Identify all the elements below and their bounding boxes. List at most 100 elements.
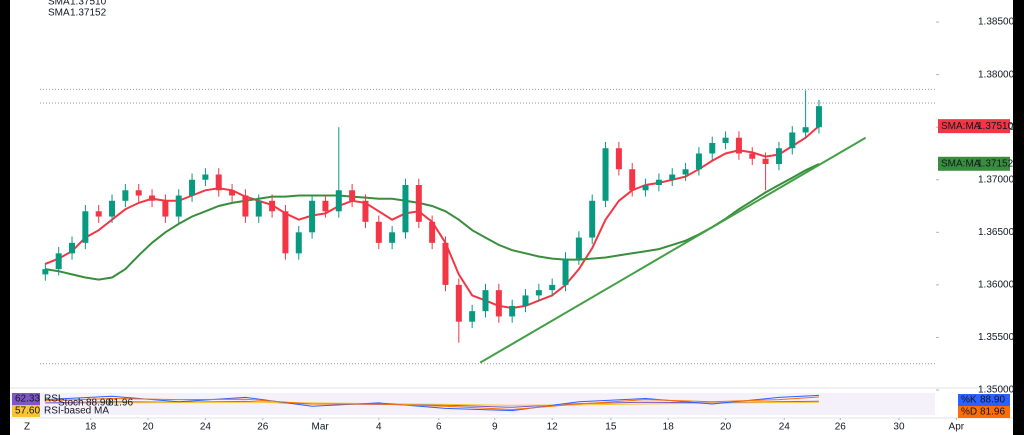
x-tick-label: 26 [257, 422, 269, 433]
candle-body [602, 148, 609, 201]
x-tick-label: 9 [492, 422, 498, 433]
oscillator-name: %D [961, 407, 977, 418]
price-tag-value: 1.37152 [977, 158, 1014, 169]
oscillator-band [10, 393, 935, 415]
candle-body [522, 295, 529, 306]
candle-body [482, 290, 489, 312]
x-tick-label: 12 [547, 422, 559, 433]
oscillator-value: 81.96 [980, 407, 1005, 418]
sma-line [45, 163, 820, 281]
candle-body [562, 258, 569, 285]
candle-body [42, 269, 49, 275]
background [10, 0, 1013, 435]
logo: Z [24, 422, 30, 433]
x-tick-label: Apr [949, 422, 965, 433]
x-tick-label: 4 [376, 422, 382, 433]
legend-value: 1.37510 [70, 0, 107, 8]
candle-body [762, 158, 769, 164]
candle-body [362, 200, 369, 222]
candle-body [429, 221, 436, 243]
candle-body [682, 169, 689, 175]
oscillator-badge-value: 57.60 [15, 406, 40, 417]
oscillator-line [45, 394, 819, 412]
candle-body [815, 106, 822, 128]
oscillator-badge [12, 393, 40, 405]
trendline [479, 136, 867, 364]
candle-body [229, 190, 236, 196]
price-tag-name: SMA:MA [941, 121, 981, 132]
legend-name: SMA [48, 0, 70, 8]
price-tag [938, 119, 1010, 134]
candle-body [282, 211, 289, 254]
candle-body [669, 174, 676, 180]
candle-body [175, 195, 182, 217]
candle-body [535, 290, 542, 296]
candle-body [322, 200, 329, 212]
x-tick-label: 18 [663, 422, 675, 433]
candle-body [509, 305, 516, 317]
candle-body [415, 185, 422, 222]
candle-body [549, 284, 556, 291]
candle-body [615, 148, 622, 170]
candle-body [389, 232, 396, 243]
candle-body [82, 211, 89, 243]
candle-body [215, 174, 222, 191]
candle-body [695, 153, 702, 170]
y-tick-label: 1.36500 [978, 227, 1015, 238]
candle-body [775, 148, 782, 164]
oscillator-badge-value: 62.33 [15, 394, 40, 405]
candle-body [375, 221, 382, 243]
candle-body [242, 195, 249, 217]
candle-body [629, 169, 636, 191]
badge-bg [958, 406, 1010, 418]
oscillator-line [45, 396, 819, 411]
candle-body [149, 195, 156, 201]
x-tick-label: 15 [605, 422, 617, 433]
candle-body [202, 174, 209, 180]
x-tick-label: 20 [142, 422, 154, 433]
y-tick-label: 1.37000 [978, 174, 1015, 185]
candle-body [255, 200, 262, 217]
candle-body [722, 137, 729, 143]
candle-body [749, 153, 756, 159]
stoch-k: 88.90 [86, 398, 111, 409]
candle-body [349, 190, 356, 201]
x-tick-label: 26 [835, 422, 847, 433]
candle-body [309, 200, 316, 233]
main-pane [40, 88, 935, 365]
candle-body [495, 290, 502, 317]
candle-body [69, 242, 76, 254]
oscillator-name: %K [961, 395, 977, 406]
candle-body [735, 137, 742, 154]
y-tick-label: 1.36000 [978, 280, 1015, 291]
oscillator-badge [12, 405, 40, 417]
oscillator-line [45, 401, 819, 406]
candle-body [402, 185, 409, 233]
oscillator-name: RSI-based MA [44, 406, 109, 417]
y-tick-label: 1.35500 [978, 332, 1015, 343]
price-tag-value: 1.37510 [977, 121, 1014, 132]
candle-body [442, 242, 449, 285]
candle-body [709, 142, 716, 154]
candle-body [575, 237, 582, 259]
candle-body [469, 311, 476, 322]
price-tag [938, 156, 1010, 171]
y-tick-label: 1.38500 [978, 17, 1015, 28]
candle-body [802, 127, 809, 133]
stoch-title: Stoch [58, 398, 84, 409]
x-tick-label: 24 [779, 422, 791, 433]
x-tick-label: 30 [893, 422, 905, 433]
candle-body [295, 232, 302, 254]
candle-body [455, 284, 462, 322]
legend-value: 1.37152 [70, 8, 107, 19]
x-tick-label: 24 [200, 422, 212, 433]
legend-name: SMA [48, 8, 70, 19]
x-tick-label: Mar [311, 422, 329, 433]
oscillator-value: 88.90 [980, 395, 1005, 406]
candle-body [789, 132, 796, 149]
oscillator-name: RSI [44, 394, 61, 405]
candle-body [95, 211, 102, 217]
x-tick-label: 6 [436, 422, 442, 433]
candle-body [122, 190, 129, 201]
